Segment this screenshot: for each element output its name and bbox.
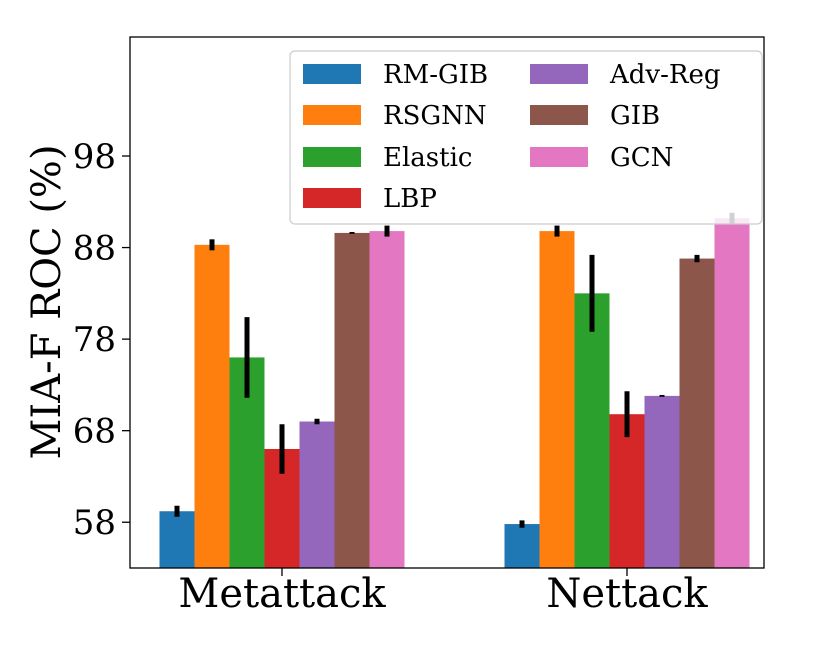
x-tick-label-metattack: Metattack — [178, 571, 386, 617]
legend-swatch-gib — [530, 105, 588, 125]
legend-label-adv-reg: Adv-Reg — [609, 60, 721, 90]
legend-swatch-gcn — [530, 147, 588, 167]
y-tick-label-68: 68 — [73, 412, 116, 452]
y-tick-label-58: 58 — [73, 503, 116, 543]
bar-rm-gib-nettack — [504, 524, 540, 568]
bar-rm-gib-metattack — [159, 511, 195, 568]
bar-gib-nettack — [679, 258, 715, 568]
bar-gcn-nettack — [714, 218, 750, 569]
y-tick-label-98: 98 — [73, 137, 116, 177]
bars-layer — [159, 218, 750, 569]
y-axis: 58 68 78 88 98 — [73, 137, 130, 543]
legend-label-gib: GIB — [610, 101, 660, 131]
legend: RM-GIB RSGNN Elastic LBP Adv-Reg GIB GCN — [289, 50, 763, 225]
plot-frame — [129, 36, 765, 569]
legend-swatch-rsgnn — [303, 105, 361, 125]
bar-rsgnn-metattack — [194, 244, 230, 568]
bar-gcn-metattack — [369, 231, 405, 568]
bar-adv-reg-nettack — [644, 395, 680, 568]
bar-elastic-nettack — [574, 293, 610, 568]
bar-gib-metattack — [334, 232, 370, 568]
legend-swatch-adv-reg — [530, 64, 588, 84]
legend-label-rm-gib: RM-GIB — [383, 60, 488, 90]
bar-rsgnn-nettack — [539, 231, 575, 568]
legend-label-elastic: Elastic — [383, 143, 472, 173]
bar-lbp-nettack — [609, 414, 645, 568]
y-tick-label-88: 88 — [73, 229, 116, 269]
error-bars-layer — [174, 212, 735, 528]
y-axis-title: MIA-F ROC (%) — [24, 144, 70, 459]
y-tick-label-78: 78 — [73, 320, 116, 360]
legend-label-lbp: LBP — [383, 184, 437, 214]
legend-box — [289, 50, 763, 225]
bar-adv-reg-metattack — [299, 421, 335, 568]
x-tick-label-nettack: Nettack — [546, 571, 708, 617]
legend-swatch-elastic — [303, 147, 361, 167]
legend-swatch-rm-gib — [303, 64, 361, 84]
legend-swatch-lbp — [303, 188, 361, 208]
legend-label-rsgnn: RSGNN — [383, 101, 487, 131]
legend-label-gcn: GCN — [610, 143, 673, 173]
x-axis: Metattack Nettack — [178, 568, 708, 617]
